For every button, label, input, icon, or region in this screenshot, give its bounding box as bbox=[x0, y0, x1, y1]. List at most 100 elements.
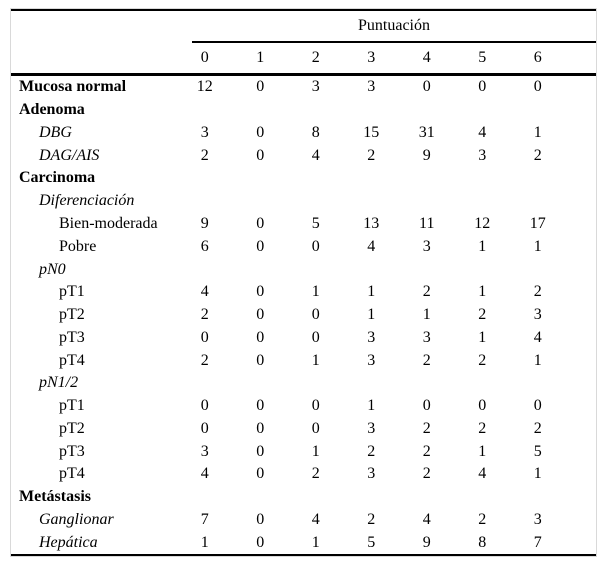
row-label: Diferenciación bbox=[39, 192, 135, 210]
column-header: 1 bbox=[256, 49, 265, 66]
table-row: pT3 3 0 1 2 2 1 5 bbox=[11, 440, 596, 463]
cell-value: 12 bbox=[474, 214, 491, 232]
column-header: 3 bbox=[367, 49, 376, 66]
cell-value: 1 bbox=[478, 328, 487, 346]
table-row: DAG/AIS 2 0 4 2 9 3 2 bbox=[11, 144, 596, 167]
cell-value: 1 bbox=[478, 442, 487, 460]
cell-value: 3 bbox=[367, 419, 376, 437]
cell-value: 2 bbox=[478, 351, 487, 369]
cell-value: 3 bbox=[200, 442, 209, 460]
cell-value: 0 bbox=[256, 442, 265, 460]
cell-value: 2 bbox=[200, 351, 209, 369]
cell-value: 0 bbox=[311, 397, 320, 415]
cell-value: 4 bbox=[533, 328, 542, 346]
row-label: Carcinoma bbox=[19, 169, 96, 187]
cell-value: 0 bbox=[311, 306, 320, 324]
cell-value: 3 bbox=[200, 123, 209, 141]
cell-value: 0 bbox=[533, 78, 542, 96]
row-label: pT2 bbox=[59, 419, 85, 437]
column-header: 6 bbox=[533, 49, 542, 66]
cell-value: 2 bbox=[367, 442, 376, 460]
cell-value: 5 bbox=[311, 214, 320, 232]
table-row: pT2 2 0 0 1 1 2 3 bbox=[11, 304, 596, 327]
cell-value: 4 bbox=[311, 510, 320, 528]
table-row: Diferenciación bbox=[11, 190, 596, 213]
table-row: pT1 0 0 0 1 0 0 0 bbox=[11, 395, 596, 418]
spanner-cell: Puntuación bbox=[192, 11, 596, 43]
cell-value: 3 bbox=[422, 328, 431, 346]
cell-value: 2 bbox=[478, 419, 487, 437]
cell-value: 0 bbox=[256, 146, 265, 164]
cell-value: 1 bbox=[478, 283, 487, 301]
cell-value: 0 bbox=[256, 78, 265, 96]
table-row: Metástasis bbox=[11, 486, 596, 509]
table-row: Hepática 1 0 1 5 9 8 7 bbox=[11, 531, 596, 554]
cell-value: 2 bbox=[533, 146, 542, 164]
table-row: Ganglionar 7 0 4 2 4 2 3 bbox=[11, 509, 596, 532]
cell-value: 0 bbox=[478, 78, 487, 96]
cell-value: 4 bbox=[367, 237, 376, 255]
cell-value: 2 bbox=[533, 283, 542, 301]
table-body: Mucosa normal 12 0 3 3 0 0 0 Adenoma DBG 3 0 8 15 31 4 1… bbox=[11, 76, 596, 554]
cell-value: 3 bbox=[533, 510, 542, 528]
spanner-spacer bbox=[11, 11, 192, 43]
cell-value: 8 bbox=[478, 533, 487, 551]
cell-value: 1 bbox=[367, 306, 376, 324]
cell-value: 3 bbox=[367, 465, 376, 483]
cell-value: 0 bbox=[256, 214, 265, 232]
table-row: Adenoma bbox=[11, 99, 596, 122]
cell-value: 0 bbox=[200, 328, 209, 346]
row-label: Pobre bbox=[59, 237, 97, 255]
table-header-rule bbox=[11, 73, 596, 76]
cell-value: 1 bbox=[311, 351, 320, 369]
cell-value: 0 bbox=[533, 397, 542, 415]
row-label: pT3 bbox=[59, 442, 85, 460]
row-label: pN1/2 bbox=[39, 374, 79, 392]
table-top-rule bbox=[11, 9, 596, 11]
cell-value: 7 bbox=[200, 510, 209, 528]
cell-value: 2 bbox=[422, 442, 431, 460]
cell-value: 8 bbox=[311, 123, 320, 141]
row-label: DBG bbox=[39, 123, 72, 141]
cell-value: 0 bbox=[422, 78, 431, 96]
cell-value: 2 bbox=[367, 146, 376, 164]
table-row: pT4 4 0 2 3 2 4 1 bbox=[11, 463, 596, 486]
table-row: Pobre 6 0 0 4 3 1 1 bbox=[11, 235, 596, 258]
cell-value: 3 bbox=[478, 146, 487, 164]
cell-value: 4 bbox=[200, 283, 209, 301]
cell-value: 2 bbox=[533, 419, 542, 437]
cell-value: 1 bbox=[478, 237, 487, 255]
cell-value: 17 bbox=[529, 214, 546, 232]
row-label: Bien-moderada bbox=[59, 214, 158, 232]
cell-value: 0 bbox=[256, 397, 265, 415]
row-label: pT4 bbox=[59, 465, 85, 483]
cell-value: 3 bbox=[311, 78, 320, 96]
table-row: Carcinoma bbox=[11, 167, 596, 190]
cell-value: 4 bbox=[311, 146, 320, 164]
cell-value: 4 bbox=[422, 510, 431, 528]
cell-value: 15 bbox=[363, 123, 380, 141]
table-row: pT1 4 0 1 1 2 1 2 bbox=[11, 281, 596, 304]
cell-value: 0 bbox=[256, 328, 265, 346]
cell-value: 6 bbox=[200, 237, 209, 255]
cell-value: 9 bbox=[422, 146, 431, 164]
table-row: pN1/2 bbox=[11, 372, 596, 395]
cell-value: 3 bbox=[533, 306, 542, 324]
cell-value: 2 bbox=[478, 510, 487, 528]
cell-value: 1 bbox=[533, 465, 542, 483]
cell-value: 3 bbox=[422, 237, 431, 255]
column-header: 4 bbox=[422, 49, 431, 66]
cell-value: 0 bbox=[311, 328, 320, 346]
cell-value: 2 bbox=[422, 283, 431, 301]
row-label: Ganglionar bbox=[39, 510, 114, 528]
cell-value: 7 bbox=[533, 533, 542, 551]
row-label: Hepática bbox=[39, 533, 98, 551]
cell-value: 1 bbox=[200, 533, 209, 551]
row-label: pT4 bbox=[59, 351, 85, 369]
cell-value: 12 bbox=[196, 78, 213, 96]
cell-value: 1 bbox=[367, 397, 376, 415]
cell-value: 0 bbox=[256, 533, 265, 551]
column-header: 5 bbox=[478, 49, 487, 66]
table-row: pT4 2 0 1 3 2 2 1 bbox=[11, 349, 596, 372]
